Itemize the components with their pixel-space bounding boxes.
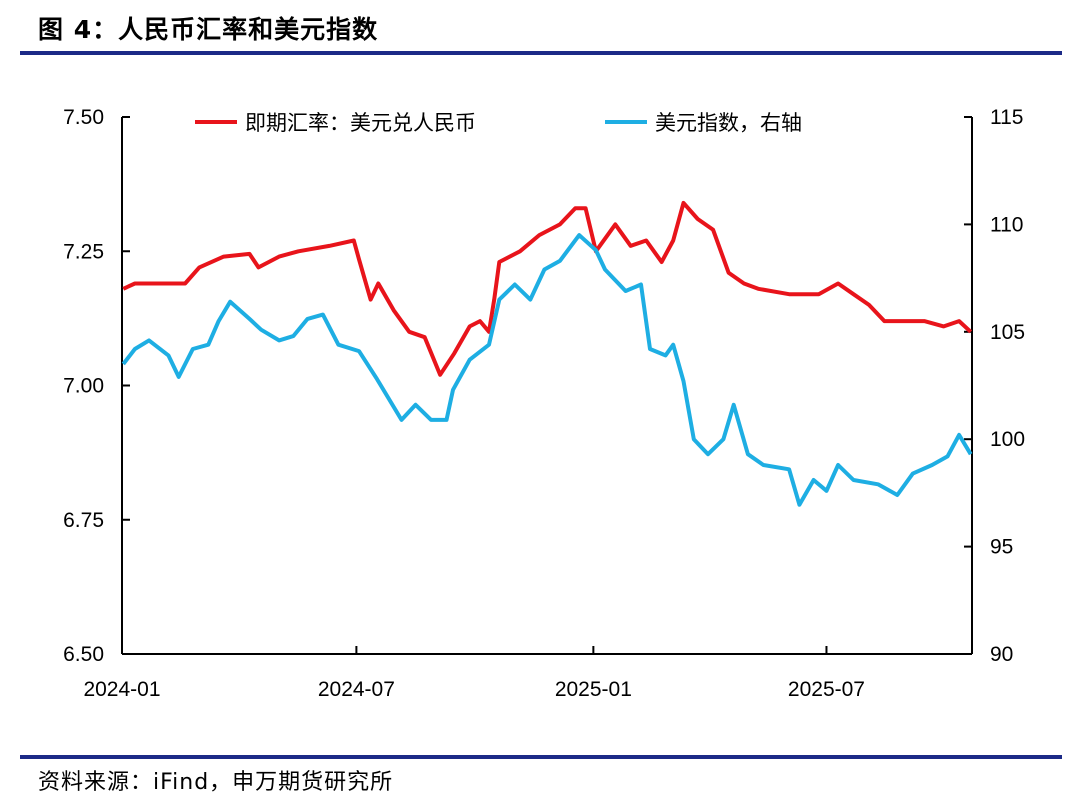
x-tick-label: 2025-07 <box>788 678 865 701</box>
left-tick-label: 6.50 <box>63 643 104 666</box>
bottom-divider <box>20 755 1062 759</box>
right-tick-label: 100 <box>990 428 1025 451</box>
right-tick-label: 95 <box>990 536 1013 559</box>
right-tick-label: 115 <box>990 106 1023 129</box>
right-tick-label: 110 <box>990 213 1023 236</box>
source-note: 资料来源：iFind，申万期货研究所 <box>38 770 394 795</box>
right-tick-label: 90 <box>990 643 1013 666</box>
left-tick-label: 7.25 <box>63 240 104 263</box>
top-divider <box>20 51 1062 55</box>
x-tick-label: 2025-01 <box>555 678 632 701</box>
left-tick-label: 7.50 <box>63 106 104 129</box>
x-tick-label: 2024-01 <box>83 678 160 701</box>
usdcny-series-line <box>122 200 973 377</box>
right-tick-label: 105 <box>990 321 1025 344</box>
legend-label: 即期汇率：美元兑人民币 <box>245 111 476 135</box>
left-tick-label: 6.75 <box>63 509 104 532</box>
left-tick-label: 7.00 <box>63 375 104 398</box>
dxy-series-line <box>121 233 973 507</box>
x-tick-label: 2024-07 <box>318 678 395 701</box>
chart-title: 图 4：人民币汇率和美元指数 <box>38 15 379 44</box>
legend-label: 美元指数，右轴 <box>655 111 802 135</box>
